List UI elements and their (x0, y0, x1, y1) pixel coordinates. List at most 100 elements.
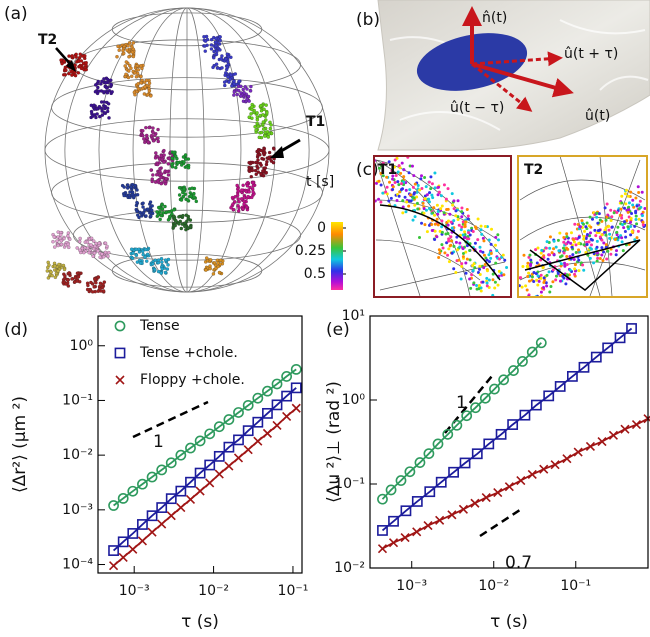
orientation-dot (615, 211, 619, 215)
orientation-dot (584, 225, 588, 229)
trajectory-dot (66, 231, 71, 235)
orientation-dot (402, 180, 406, 184)
trajectory-dot (100, 285, 105, 290)
orientation-dot (478, 267, 482, 271)
orientation-dot (437, 248, 441, 252)
orientation-dot (412, 174, 416, 178)
marker (498, 374, 510, 386)
colorbar-tick-label: 0 (317, 220, 326, 236)
orientation-dot (623, 192, 627, 196)
orientation-dot (534, 302, 537, 305)
marker (507, 419, 519, 430)
trajectory-dot (254, 160, 258, 165)
trajectory-dot (259, 163, 263, 167)
orientation-dot (616, 225, 620, 229)
orientation-dot (391, 185, 395, 189)
marker (470, 402, 481, 414)
marker (539, 464, 549, 474)
trajectory-dot (96, 275, 101, 279)
trajectory-dot (70, 54, 74, 58)
trajectory-dot (103, 104, 108, 109)
trajectory-dot (264, 162, 269, 167)
trajectory-dot (237, 206, 241, 210)
trajectory-dot (130, 74, 134, 79)
orientation-dot (448, 244, 452, 248)
orientation-dot (487, 278, 491, 282)
panel-label: (a) (4, 4, 28, 24)
trajectory-dot (165, 267, 170, 271)
trajectory-dot (262, 107, 266, 112)
orientation-dot (420, 221, 424, 225)
orientation-dot (563, 261, 567, 265)
orientation-dot (473, 241, 477, 245)
marker (377, 493, 388, 505)
trajectory-dot (135, 71, 140, 76)
marker (262, 428, 273, 438)
orientation-dot (413, 215, 417, 219)
y-axis-label: ⟨Δu ²⟩⊥ (rad ²) (324, 381, 344, 503)
marker (204, 459, 216, 471)
marker (530, 399, 542, 411)
orientation-dot (573, 267, 577, 271)
orientation-dot (569, 231, 573, 235)
marker (423, 521, 433, 531)
orientation-dot (436, 212, 440, 216)
trajectory-dot (183, 224, 187, 229)
trajectory-dot (141, 129, 145, 133)
fit-line (381, 327, 633, 532)
trajectory-dot (261, 151, 266, 155)
orientation-dot (437, 190, 441, 194)
marker (185, 442, 196, 454)
orientation-dot (431, 211, 435, 215)
trajectory-dot (272, 147, 276, 151)
marker (562, 454, 572, 464)
trajectory-dot (151, 173, 155, 177)
trajectory-dot (46, 265, 50, 270)
orientation-dot (497, 269, 501, 273)
orientation-dot (559, 262, 563, 266)
trajectory-dot (85, 240, 90, 244)
trajectory-dot (95, 106, 99, 111)
orientation-dot (379, 183, 383, 187)
trajectory-dot (89, 109, 94, 114)
trajectory-dot (155, 154, 159, 159)
trajectory-dot (253, 168, 258, 173)
y-tick-label: 10⁰ (342, 392, 366, 408)
orientation-dot (445, 241, 449, 245)
marker (128, 544, 138, 554)
orientation-dot (442, 211, 446, 215)
orientation-dot (423, 176, 427, 180)
marker (271, 399, 283, 411)
orientation-dot (635, 236, 639, 240)
y-tick-label: 10⁻² (334, 560, 365, 576)
orientation-dot (568, 268, 572, 272)
trajectory-dot (237, 79, 241, 83)
trajectory-dot (188, 218, 193, 222)
y-tick-label: 10¹ (342, 308, 365, 324)
orientation-dot (419, 174, 423, 178)
orientation-dot (595, 251, 599, 255)
orientation-dot (423, 197, 427, 201)
trajectory-dot (105, 109, 110, 114)
orientation-dot (635, 204, 639, 208)
orientation-dot (494, 235, 498, 239)
trajectory-dot (190, 186, 194, 190)
trajectory-dot (256, 158, 260, 162)
trajectory-dot (247, 169, 252, 173)
orientation-dot (588, 256, 592, 260)
orientation-dot (621, 223, 625, 227)
trajectory-dot (50, 273, 54, 278)
panel-label: (c) (356, 160, 379, 180)
trajectory-dot (85, 246, 90, 250)
trajectory-dot (157, 205, 161, 210)
orientation-dot (603, 230, 607, 234)
trajectory-dot (261, 127, 266, 131)
trajectory-dot (236, 197, 240, 201)
trajectory-dot (182, 160, 186, 164)
trajectory-dot (45, 269, 50, 273)
trajectory-dot (227, 80, 231, 84)
trajectory-dot (70, 277, 74, 281)
orientation-dot (532, 270, 536, 274)
orientation-dot (571, 253, 575, 257)
orientation-dot (614, 249, 618, 253)
